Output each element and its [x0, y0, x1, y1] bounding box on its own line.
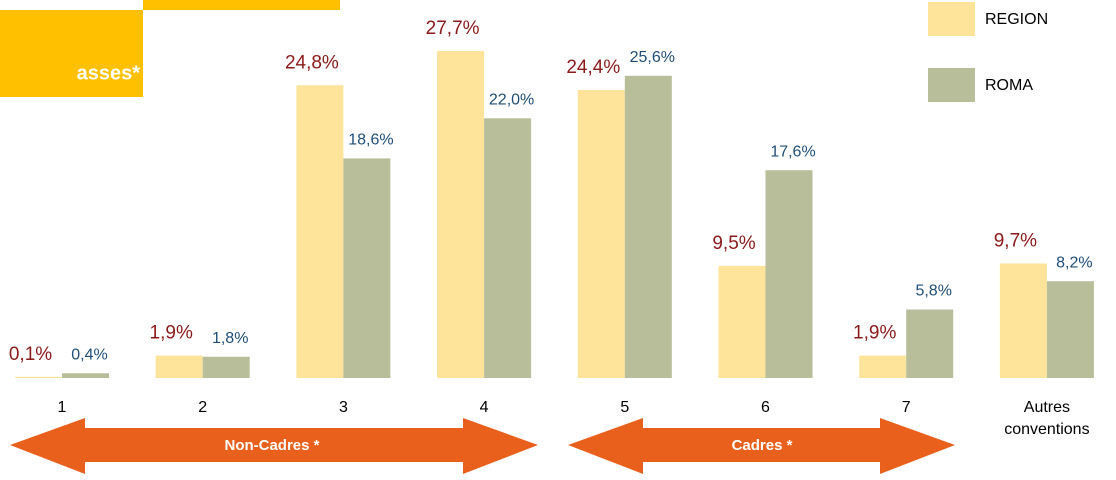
bar	[155, 355, 203, 378]
bar	[859, 355, 907, 378]
bar	[624, 75, 672, 378]
bar	[577, 89, 625, 379]
bar	[999, 263, 1047, 378]
bar	[62, 373, 109, 378]
bar	[343, 158, 391, 378]
data-label: 9,5%	[712, 233, 755, 254]
data-label: 0,4%	[71, 346, 107, 363]
x-tick-label: Autres conventions	[1004, 399, 1090, 438]
x-tick-label: 4	[479, 399, 489, 416]
x-tick-label: 5	[620, 399, 630, 416]
chart-title: asses*	[77, 62, 141, 84]
bar	[484, 118, 532, 378]
bar	[296, 85, 344, 379]
bar	[765, 170, 813, 378]
bar	[906, 309, 954, 378]
bar	[1046, 281, 1094, 378]
legend-swatch	[928, 68, 975, 102]
data-label: 24,4%	[566, 57, 620, 78]
x-tick-label: 6	[761, 399, 770, 416]
data-label: 22,0%	[489, 92, 534, 109]
data-label: 9,7%	[994, 231, 1037, 252]
data-label: 5,8%	[915, 283, 951, 300]
legend-label: REGION	[985, 11, 1048, 28]
bar	[718, 265, 766, 378]
data-label: 0,1%	[9, 344, 52, 365]
data-label: 17,6%	[770, 143, 815, 160]
data-label: 27,7%	[426, 18, 480, 39]
data-label: 1,9%	[150, 323, 193, 344]
bar	[202, 356, 250, 378]
annotation: Non-Cadres *	[224, 437, 319, 454]
data-label: 25,6%	[630, 49, 675, 66]
data-label: 18,6%	[348, 132, 393, 149]
x-tick-label: 3	[338, 399, 348, 416]
title-strip	[143, 0, 340, 10]
x-tick-label: 7	[901, 399, 911, 416]
arrow	[568, 418, 955, 474]
arrow	[10, 418, 538, 474]
annotation: Cadres *	[732, 437, 793, 454]
x-tick-label: 2	[198, 399, 208, 416]
legend-swatch	[928, 2, 975, 36]
legend-label: ROMA	[985, 77, 1033, 94]
title-box	[0, 10, 143, 97]
data-label: 8,2%	[1056, 254, 1092, 271]
data-label: 1,9%	[853, 323, 896, 344]
bar	[437, 51, 485, 378]
bar	[15, 376, 62, 378]
data-label: 1,8%	[212, 330, 248, 347]
data-label: 24,8%	[285, 52, 339, 73]
x-tick-label: 1	[57, 399, 67, 416]
